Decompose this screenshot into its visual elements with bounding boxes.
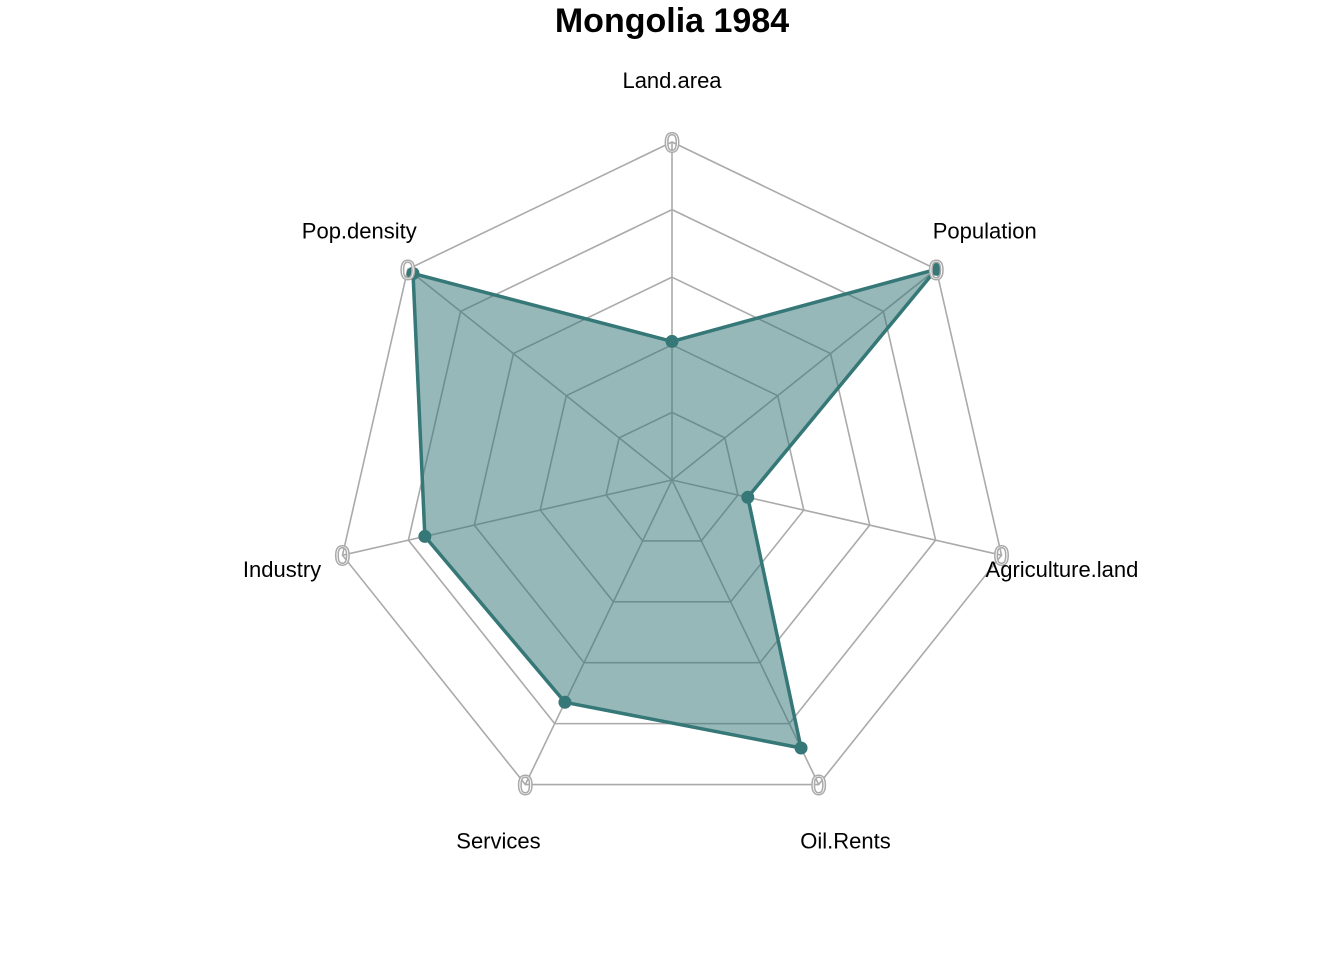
grid-ring-5 — [341, 141, 1003, 786]
data-point-pop-density — [406, 266, 420, 280]
data-point-agriculture-land — [741, 490, 755, 504]
ring-labels: 0 0 0 0 0 0 0 — [334, 126, 1010, 801]
axis-label-agriculture-land: Agriculture.land — [986, 557, 1139, 582]
ring-label-oil-rents: 0 — [811, 770, 827, 801]
data-point-industry — [418, 529, 432, 543]
axis-label-pop-density: Pop.density — [302, 219, 417, 244]
ring-label-services: 0 — [518, 770, 534, 801]
axis-label-services: Services — [456, 828, 540, 853]
radar-series — [406, 262, 943, 755]
data-point-services — [558, 695, 572, 709]
series-area — [411, 267, 939, 750]
chart-title: Mongolia 1984 — [554, 2, 790, 40]
ring-label-land-area: 0 — [664, 127, 680, 158]
axis-label-industry: Industry — [243, 557, 321, 582]
data-point-oil-rents — [794, 741, 808, 755]
data-point-population — [929, 262, 943, 276]
axis-label-population: Population — [933, 219, 1037, 244]
ring-label-industry: 0 — [335, 540, 351, 571]
axis-label-land-area: Land.area — [622, 68, 722, 93]
axis-labels: Land.area Population Agriculture.land Oil.R… — [243, 68, 1139, 853]
ring-label-pop-density: 0 — [400, 254, 416, 285]
ring-label-agriculture-land: 0 — [994, 540, 1010, 571]
ring-label-population: 0 — [928, 254, 944, 285]
axis-label-oil-rents: Oil.Rents — [800, 828, 890, 853]
data-point-land-area — [665, 334, 679, 348]
